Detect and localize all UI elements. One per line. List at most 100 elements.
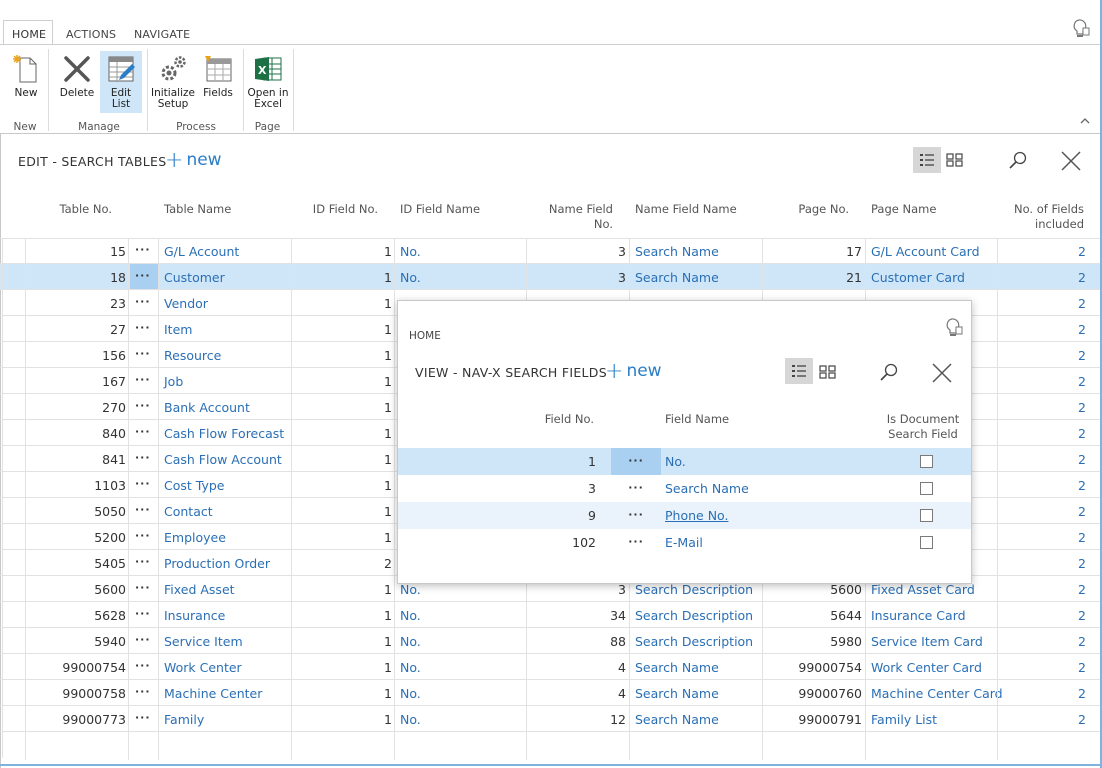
col-header-table-name[interactable]: Table Name: [164, 202, 232, 216]
cell-no-of-fields[interactable]: 2: [1078, 374, 1086, 389]
close-icon[interactable]: [1060, 150, 1082, 172]
row-actions-menu[interactable]: ···: [130, 576, 158, 601]
row-actions-menu[interactable]: ···: [130, 602, 158, 627]
popup-col-header-field-no[interactable]: Field No.: [544, 412, 594, 426]
cell-no-of-fields[interactable]: 2: [1078, 660, 1086, 675]
popup-col-header-field-name[interactable]: Field Name: [665, 412, 730, 426]
table-row[interactable]: ··· 5628 Insurance 1 No. 34 Search Description…: [0, 602, 1102, 628]
row-actions-menu[interactable]: ···: [130, 342, 158, 367]
cell-field-name[interactable]: Phone No.: [665, 508, 729, 523]
cell-table-name[interactable]: Resource: [164, 348, 222, 363]
cell-id-field-name[interactable]: No.: [400, 634, 421, 649]
table-row[interactable]: ··· 15 G/L Account 1 No. 3 Search Name 17 G/L Ac…: [0, 238, 1102, 264]
popup-tab-home[interactable]: HOME: [409, 330, 441, 342]
row-actions-menu[interactable]: ···: [130, 550, 158, 575]
popup-table-row[interactable]: 1 ··· No.: [398, 448, 971, 475]
initialize-setup-button[interactable]: Initialize Setup: [150, 53, 196, 110]
row-actions-menu[interactable]: ···: [130, 524, 158, 549]
row-actions-menu[interactable]: ···: [628, 535, 644, 548]
cell-no-of-fields[interactable]: 2: [1078, 478, 1086, 493]
row-actions-menu[interactable]: ···: [130, 706, 158, 731]
new-button[interactable]: New: [3, 53, 49, 99]
row-actions-menu[interactable]: ···: [628, 508, 644, 521]
cell-table-name[interactable]: Cost Type: [164, 478, 225, 493]
fields-button[interactable]: Fields: [195, 53, 241, 99]
cell-no-of-fields[interactable]: 2: [1078, 712, 1086, 727]
table-row[interactable]: ··· 18 Customer 1 No. 3 Search Name 21 Customer …: [0, 264, 1102, 290]
cell-page-name[interactable]: Work Center Card: [871, 660, 982, 675]
is-document-search-field-checkbox[interactable]: [920, 509, 933, 522]
cell-field-name[interactable]: Search Name: [665, 481, 749, 496]
row-actions-menu[interactable]: ···: [130, 368, 158, 393]
col-header-id-field-name[interactable]: ID Field Name: [400, 202, 481, 216]
cell-name-field-name[interactable]: Search Name: [635, 712, 719, 727]
cell-name-field-name[interactable]: Search Name: [635, 270, 719, 285]
cell-no-of-fields[interactable]: 2: [1078, 348, 1086, 363]
cell-table-name[interactable]: Employee: [164, 530, 226, 545]
row-actions-menu[interactable]: ···: [628, 481, 644, 494]
row-actions-menu[interactable]: ···: [130, 420, 158, 445]
cell-id-field-name[interactable]: No.: [400, 660, 421, 675]
row-actions-menu[interactable]: ···: [130, 680, 158, 705]
popup-list-view-button[interactable]: [785, 358, 813, 384]
table-row[interactable]: ··· 99000754 Work Center 1 No. 4 Search Name 99…: [0, 654, 1102, 680]
popup-col-header-is-document[interactable]: Is Document Search Field: [883, 412, 963, 442]
cell-id-field-name[interactable]: No.: [400, 270, 421, 285]
col-header-name-field-name[interactable]: Name Field Name: [635, 202, 737, 216]
cell-page-name[interactable]: Machine Center Card: [871, 686, 1003, 701]
cell-no-of-fields[interactable]: 2: [1078, 634, 1086, 649]
cell-no-of-fields[interactable]: 2: [1078, 296, 1086, 311]
cell-page-name[interactable]: Fixed Asset Card: [871, 582, 975, 597]
cell-table-name[interactable]: Family: [164, 712, 205, 727]
row-actions-menu[interactable]: ···: [130, 290, 158, 315]
cell-no-of-fields[interactable]: 2: [1078, 452, 1086, 467]
cell-id-field-name[interactable]: No.: [400, 244, 421, 259]
cell-no-of-fields[interactable]: 2: [1078, 686, 1086, 701]
cell-no-of-fields[interactable]: 2: [1078, 504, 1086, 519]
col-header-name-field-no[interactable]: Name Field No.: [530, 202, 613, 232]
cell-table-name[interactable]: Fixed Asset: [164, 582, 235, 597]
delete-button[interactable]: Delete: [54, 53, 100, 99]
row-actions-menu[interactable]: ···: [130, 264, 158, 289]
cell-table-name[interactable]: Customer: [164, 270, 225, 285]
tile-view-icon[interactable]: [818, 362, 838, 382]
search-icon[interactable]: [879, 362, 899, 382]
tile-view-icon[interactable]: [945, 150, 965, 170]
close-icon[interactable]: [931, 362, 953, 384]
new-record-button[interactable]: + new: [165, 148, 222, 173]
cell-no-of-fields[interactable]: 2: [1078, 556, 1086, 571]
col-header-page-name[interactable]: Page Name: [871, 202, 937, 216]
cell-table-name[interactable]: Cash Flow Account: [164, 452, 282, 467]
cell-id-field-name[interactable]: No.: [400, 686, 421, 701]
col-header-table-no[interactable]: Table No.: [59, 202, 113, 216]
cell-table-name[interactable]: Contact: [164, 504, 213, 519]
open-in-excel-button[interactable]: X Open in Excel: [245, 53, 291, 110]
cell-table-name[interactable]: Work Center: [164, 660, 242, 675]
cell-no-of-fields[interactable]: 2: [1078, 322, 1086, 337]
popup-table-row[interactable]: 102 ··· E-Mail: [398, 529, 971, 556]
is-document-search-field-checkbox[interactable]: [920, 536, 933, 549]
cell-no-of-fields[interactable]: 2: [1078, 426, 1086, 441]
table-row[interactable]: ··· 99000773 Family 1 No. 12 Search Name 990007…: [0, 706, 1102, 732]
cell-table-name[interactable]: Production Order: [164, 556, 270, 571]
popup-table-row[interactable]: 3 ··· Search Name: [398, 475, 971, 502]
search-icon[interactable]: [1008, 150, 1028, 170]
cell-page-name[interactable]: Family List: [871, 712, 938, 727]
cell-page-name[interactable]: Customer Card: [871, 270, 965, 285]
cell-name-field-name[interactable]: Search Name: [635, 686, 719, 701]
cell-table-name[interactable]: Item: [164, 322, 193, 337]
row-actions-menu[interactable]: ···: [130, 498, 158, 523]
cell-page-name[interactable]: G/L Account Card: [871, 244, 980, 259]
cell-page-name[interactable]: Insurance Card: [871, 608, 966, 623]
row-actions-menu[interactable]: ···: [130, 394, 158, 419]
lightbulb-icon[interactable]: [943, 317, 963, 339]
row-actions-menu[interactable]: ···: [130, 472, 158, 497]
tab-home[interactable]: HOME: [12, 28, 47, 41]
cell-table-name[interactable]: Vendor: [164, 296, 208, 311]
cell-no-of-fields[interactable]: 2: [1078, 400, 1086, 415]
is-document-search-field-checkbox[interactable]: [920, 482, 933, 495]
popup-table-row[interactable]: 9 ··· Phone No.: [398, 502, 971, 529]
cell-name-field-name[interactable]: Search Name: [635, 660, 719, 675]
cell-id-field-name[interactable]: No.: [400, 608, 421, 623]
col-header-no-of-fields[interactable]: No. of Fields included: [1000, 202, 1084, 232]
